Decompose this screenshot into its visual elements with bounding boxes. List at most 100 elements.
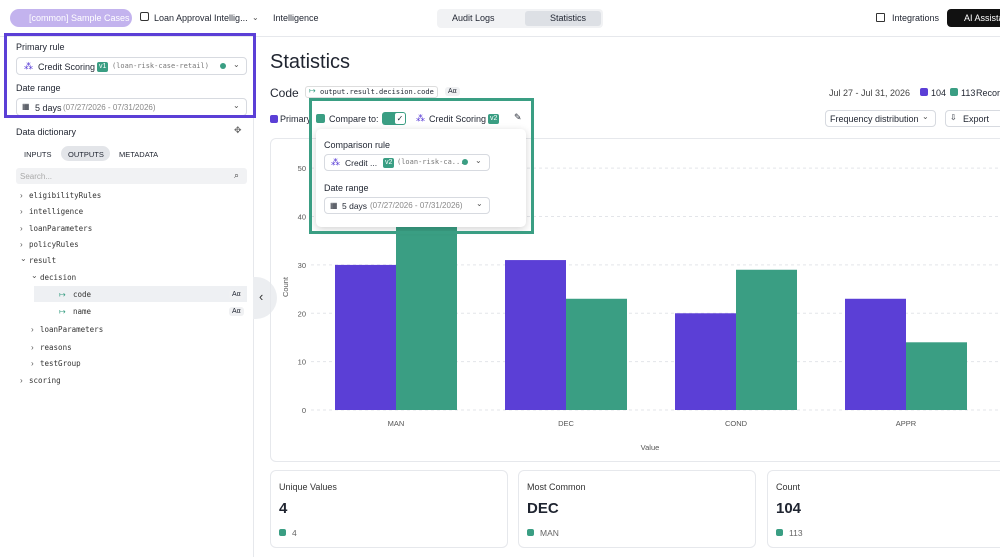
tree-chevron[interactable]: › bbox=[20, 224, 23, 233]
compare-label: Compare to: bbox=[329, 114, 379, 124]
dictionary-tab[interactable]: OUTPUTS bbox=[68, 150, 104, 159]
view-select-label: Frequency distribution bbox=[830, 114, 919, 124]
calendar-icon: ▦ bbox=[22, 102, 30, 111]
rule-name: Credit ... bbox=[345, 158, 378, 168]
page-title: Statistics bbox=[270, 51, 351, 73]
tree-chevron[interactable]: ⌄ bbox=[20, 254, 27, 263]
export-icon: ⇩ bbox=[950, 113, 957, 122]
bar bbox=[505, 260, 566, 410]
tab-active-bg bbox=[525, 11, 601, 26]
chart-card bbox=[270, 138, 1000, 462]
tree-chevron[interactable]: › bbox=[20, 240, 23, 249]
date-dates: (07/27/2026 - 07/31/2026) bbox=[63, 103, 156, 112]
view-select[interactable] bbox=[825, 110, 936, 127]
tab[interactable]: Statistics bbox=[550, 13, 587, 23]
tree-chevron[interactable]: › bbox=[31, 343, 34, 352]
status-dot bbox=[220, 63, 226, 69]
selected-row-bg bbox=[34, 286, 247, 302]
tab-active-bg bbox=[61, 146, 110, 161]
y-tick-label: 40 bbox=[298, 213, 306, 222]
search-input[interactable] bbox=[16, 168, 247, 184]
toggle-knob: ✓ bbox=[395, 113, 405, 124]
highlight-box bbox=[4, 33, 256, 118]
bar bbox=[566, 298, 627, 410]
primary-rule-select[interactable] bbox=[16, 57, 247, 75]
y-axis-label: Count bbox=[281, 276, 290, 297]
bar bbox=[335, 264, 396, 410]
stat-card bbox=[270, 470, 508, 548]
comparison-rule-select[interactable] bbox=[324, 154, 490, 171]
search-icon: ⌕ bbox=[234, 170, 240, 180]
rule-icon: ⁂ bbox=[24, 61, 33, 71]
legend-swatch bbox=[776, 529, 783, 536]
date-dates: (07/27/2026 - 07/31/2026) bbox=[370, 201, 463, 210]
section-title: Data dictionary bbox=[16, 127, 77, 137]
stat-value: 4 bbox=[279, 500, 288, 517]
tree-item[interactable]: testGroup bbox=[40, 359, 81, 368]
workspace-pill[interactable]: [common] Sample Cases bbox=[10, 9, 132, 27]
x-axis-label: Value bbox=[641, 443, 660, 452]
x-tick-label: DEC bbox=[558, 419, 574, 428]
tree-item[interactable]: loanParameters bbox=[29, 224, 93, 233]
bar bbox=[845, 298, 906, 410]
field-label: Primary rule bbox=[16, 42, 65, 52]
project-select[interactable]: Loan Approval Intellig... bbox=[154, 13, 248, 23]
dictionary-tab[interactable]: METADATA bbox=[119, 150, 159, 159]
type-chip: Aα bbox=[229, 290, 244, 299]
tree-item[interactable]: scoring bbox=[29, 376, 61, 385]
tree-item[interactable]: result bbox=[29, 256, 57, 265]
compare-rule-name: Credit Scoring bbox=[429, 114, 487, 124]
integrations-icon bbox=[876, 13, 885, 22]
version-badge: v2 bbox=[383, 158, 395, 168]
tree-item[interactable]: decision bbox=[40, 273, 77, 282]
stat-label: Most Common bbox=[527, 482, 586, 492]
chevron: ⌄ bbox=[922, 112, 929, 121]
edit-icon[interactable]: ✎ bbox=[514, 112, 522, 122]
search-placeholder: Search... bbox=[20, 172, 53, 181]
tree-chevron[interactable]: › bbox=[31, 325, 34, 334]
top-bar bbox=[0, 0, 1000, 37]
field-label: Date range bbox=[16, 83, 61, 93]
date-days: 5 days bbox=[35, 103, 62, 113]
y-tick-label: 0 bbox=[302, 406, 306, 415]
ai-assistant-button[interactable]: AI Assistant bbox=[947, 9, 1000, 27]
tree-item[interactable]: intelligence bbox=[29, 207, 84, 216]
legend-swatch bbox=[950, 88, 958, 96]
expand-icon[interactable]: ✥ bbox=[234, 125, 242, 135]
tree-chevron[interactable]: › bbox=[20, 191, 23, 200]
stat-compare: MAN bbox=[540, 528, 559, 538]
date-days: 5 days bbox=[342, 201, 368, 211]
x-tick-label: MAN bbox=[388, 419, 405, 428]
calendar-icon: ▦ bbox=[330, 201, 338, 210]
tree-item[interactable]: eligibilityRules bbox=[29, 191, 102, 200]
dictionary-tab[interactable]: INPUTS bbox=[24, 150, 52, 159]
tree-item[interactable]: policyRules bbox=[29, 240, 79, 249]
tree-chevron[interactable]: › bbox=[31, 359, 34, 368]
tree-chevron[interactable]: › bbox=[20, 376, 23, 385]
bar bbox=[675, 313, 736, 410]
tree-chevron[interactable]: › bbox=[20, 207, 23, 216]
stat-compare: 113 bbox=[789, 528, 803, 538]
legend-swatch bbox=[270, 115, 278, 123]
tree-item[interactable]: loanParameters bbox=[40, 325, 104, 334]
field-label: Date range bbox=[324, 183, 369, 193]
chevron: ⌄ bbox=[475, 156, 482, 165]
chevron: ⌄ bbox=[233, 60, 240, 69]
rule-icon: ⁂ bbox=[331, 157, 340, 167]
tree-item[interactable]: code bbox=[73, 290, 92, 299]
legend-entry: Primary bbox=[280, 114, 311, 124]
integrations-link[interactable]: Integrations bbox=[892, 13, 940, 23]
tree-chevron[interactable]: ⌄ bbox=[31, 271, 38, 280]
rule-name: Credit Scoring bbox=[38, 62, 96, 72]
tree-item[interactable]: name bbox=[73, 307, 92, 316]
stat-card bbox=[518, 470, 756, 548]
comparison-date-select[interactable] bbox=[324, 197, 490, 214]
field-icon: ↦ bbox=[59, 290, 66, 299]
export-label: Export bbox=[963, 114, 990, 124]
tree-item[interactable]: reasons bbox=[40, 343, 72, 352]
chevron: ⌄ bbox=[476, 199, 483, 208]
compare-checkbox[interactable] bbox=[316, 114, 325, 123]
type-chip: Aα bbox=[445, 87, 460, 96]
export-button[interactable] bbox=[945, 110, 1000, 127]
tab[interactable]: Audit Logs bbox=[452, 13, 495, 23]
